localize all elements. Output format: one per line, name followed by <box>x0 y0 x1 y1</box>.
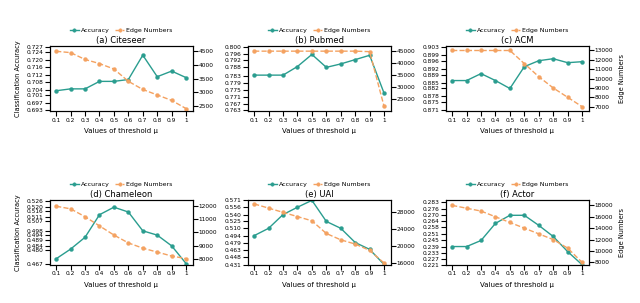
Title: (a) Citeseer: (a) Citeseer <box>97 36 146 45</box>
Title: (c) ACM: (c) ACM <box>501 36 533 45</box>
Legend: Accuracy, Edge Numbers: Accuracy, Edge Numbers <box>70 182 173 187</box>
Y-axis label: Classification Accuracy: Classification Accuracy <box>15 194 21 271</box>
X-axis label: Values of threshold μ: Values of threshold μ <box>84 282 158 288</box>
Title: (b) Pubmed: (b) Pubmed <box>294 36 344 45</box>
Legend: Accuracy, Edge Numbers: Accuracy, Edge Numbers <box>70 28 173 33</box>
Y-axis label: Edge Numbers: Edge Numbers <box>619 208 625 257</box>
Y-axis label: Classification Accuracy: Classification Accuracy <box>15 40 21 117</box>
X-axis label: Values of threshold μ: Values of threshold μ <box>84 128 158 134</box>
X-axis label: Values of threshold μ: Values of threshold μ <box>282 128 356 134</box>
Title: (d) Chameleon: (d) Chameleon <box>90 190 152 199</box>
Legend: Accuracy, Edge Numbers: Accuracy, Edge Numbers <box>268 182 371 187</box>
Legend: Accuracy, Edge Numbers: Accuracy, Edge Numbers <box>268 28 371 33</box>
Title: (e) UAI: (e) UAI <box>305 190 333 199</box>
Legend: Accuracy, Edge Numbers: Accuracy, Edge Numbers <box>466 28 568 33</box>
Y-axis label: Edge Numbers: Edge Numbers <box>619 54 625 103</box>
X-axis label: Values of threshold μ: Values of threshold μ <box>480 282 554 288</box>
X-axis label: Values of threshold μ: Values of threshold μ <box>282 282 356 288</box>
Legend: Accuracy, Edge Numbers: Accuracy, Edge Numbers <box>466 182 568 187</box>
X-axis label: Values of threshold μ: Values of threshold μ <box>480 128 554 134</box>
Title: (f) Actor: (f) Actor <box>500 190 534 199</box>
